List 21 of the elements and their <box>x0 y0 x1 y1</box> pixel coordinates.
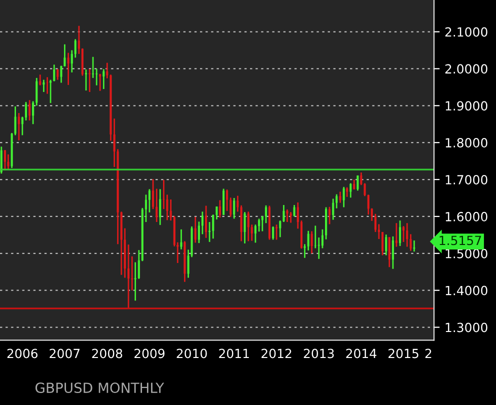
y-tick-label: 2.1000 <box>445 27 488 37</box>
y-tick-label: 2.0000 <box>445 64 488 74</box>
x-tick-label: 2015 <box>388 348 418 358</box>
x-tick-label: 2006 <box>7 348 38 358</box>
y-tick-label: 1.6000 <box>446 212 488 222</box>
y-tick-label: 1.8000 <box>446 138 488 148</box>
x-tick-label: 2014 <box>346 348 376 358</box>
x-tick-label: 2012 <box>262 348 292 358</box>
x-tick-label: 2008 <box>92 348 122 358</box>
y-tick-label: 1.3000 <box>446 322 488 332</box>
annotation: 1.5157 <box>440 236 482 246</box>
x-tick-label: 2007 <box>50 348 80 358</box>
x-tick-label: 2 <box>425 348 432 358</box>
x-tick-label: 2013 <box>304 348 334 358</box>
y-tick-label: 1.9000 <box>446 101 488 111</box>
text: GBPUSD MONTHLY <box>36 382 164 394</box>
x-tick-label: 2010 <box>176 348 207 358</box>
x-tick-label: 2009 <box>134 348 164 358</box>
x-tick-label: 2011 <box>219 348 249 358</box>
y-tick-label: 1.4000 <box>446 286 488 296</box>
y-tick-label: 1.7000 <box>446 174 488 184</box>
